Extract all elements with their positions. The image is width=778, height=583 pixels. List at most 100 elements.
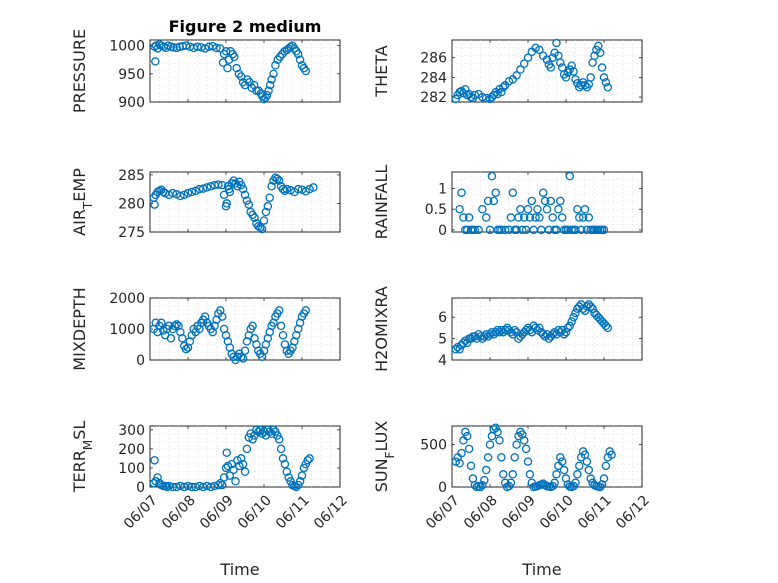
data-point [512,225,521,235]
data-point [542,55,552,64]
data-point [214,480,223,490]
data-point [273,174,282,184]
data-point [478,204,487,214]
data-point [483,196,493,206]
data-point [212,43,221,53]
data-point [470,90,480,100]
data-point [586,73,595,82]
data-point [586,302,595,311]
data-point [297,471,307,480]
data-point [264,86,273,95]
y-tick-label: 1000 [109,39,145,55]
y-axis-label: RAINFALL [372,165,391,240]
data-point [497,87,506,97]
data-point [599,225,609,235]
data-point [208,41,217,51]
data-point [214,180,223,189]
data-point [263,202,273,211]
y-axis-label: THETA [372,45,391,97]
data-point [451,345,461,354]
data-point [586,474,595,483]
data-point [240,80,250,90]
data-point [466,461,476,471]
data-point [242,444,252,454]
data-point [159,326,168,335]
data-point [151,57,160,66]
data-point [276,444,286,454]
data-point [499,470,508,479]
data-point [301,66,311,76]
y-axis-label: AIRTEMP [70,168,95,236]
data-point [597,480,607,489]
data-point [485,330,495,339]
data-point [580,306,590,316]
data-point [157,318,166,328]
data-point [457,188,466,197]
data-point [271,61,280,70]
data-point [303,456,312,465]
data-point [455,345,464,354]
data-point [519,436,529,445]
data-point [280,186,290,196]
y-axis-label-subscript: M [81,440,95,450]
data-point [470,225,480,235]
y-tick-label: 282 [420,90,447,106]
data-point [601,461,611,471]
data-point [561,327,571,337]
data-point [565,321,575,331]
data-point [557,457,567,466]
x-tick-label: 06/08 [461,493,501,533]
data-point [461,427,470,437]
subplot-1: 900 950 1000 PRESSURE Figure 2 medium [70,17,341,113]
x-tick-label: 06/08 [159,493,199,533]
data-point [229,465,238,475]
data-point [523,204,533,214]
data-point [480,475,489,485]
data-point [176,191,185,201]
data-point [525,470,535,479]
data-point [206,182,216,191]
data-point [195,184,204,194]
data-point [561,73,571,82]
data-point [548,330,557,339]
data-point [301,306,311,315]
data-point [557,213,567,222]
data-point [556,196,565,206]
data-point [217,480,227,490]
data-point [282,184,292,194]
y-axis-label-subscript: T [81,201,95,210]
data-point [183,188,193,198]
data-point [292,482,301,492]
data-point [216,478,225,488]
data-point [573,470,582,479]
data-point [178,334,187,343]
data-point [155,186,164,196]
data-point [575,461,584,471]
data-point [571,75,580,84]
data-point [518,430,527,439]
data-point [255,223,265,232]
data-point [464,444,474,454]
y-tick-label: 0.5 [425,202,447,218]
y-tick-label: 280 [118,196,145,212]
data-point [236,454,246,463]
data-point [576,225,586,235]
y-axis-label: MIXDEPTH [70,287,89,370]
data-point [198,184,208,193]
data-point [540,196,550,206]
data-point [293,184,303,194]
data-point [481,465,491,475]
data-point [457,448,466,458]
data-point [582,457,592,466]
data-point [261,207,271,217]
data-point [599,73,609,82]
data-point [563,323,573,333]
y-tick-label: 0 [136,353,145,369]
data-point [236,352,246,362]
data-point [548,213,557,222]
y-axis-label-part: SL [70,421,89,440]
data-point [487,171,497,181]
data-point [217,180,227,190]
